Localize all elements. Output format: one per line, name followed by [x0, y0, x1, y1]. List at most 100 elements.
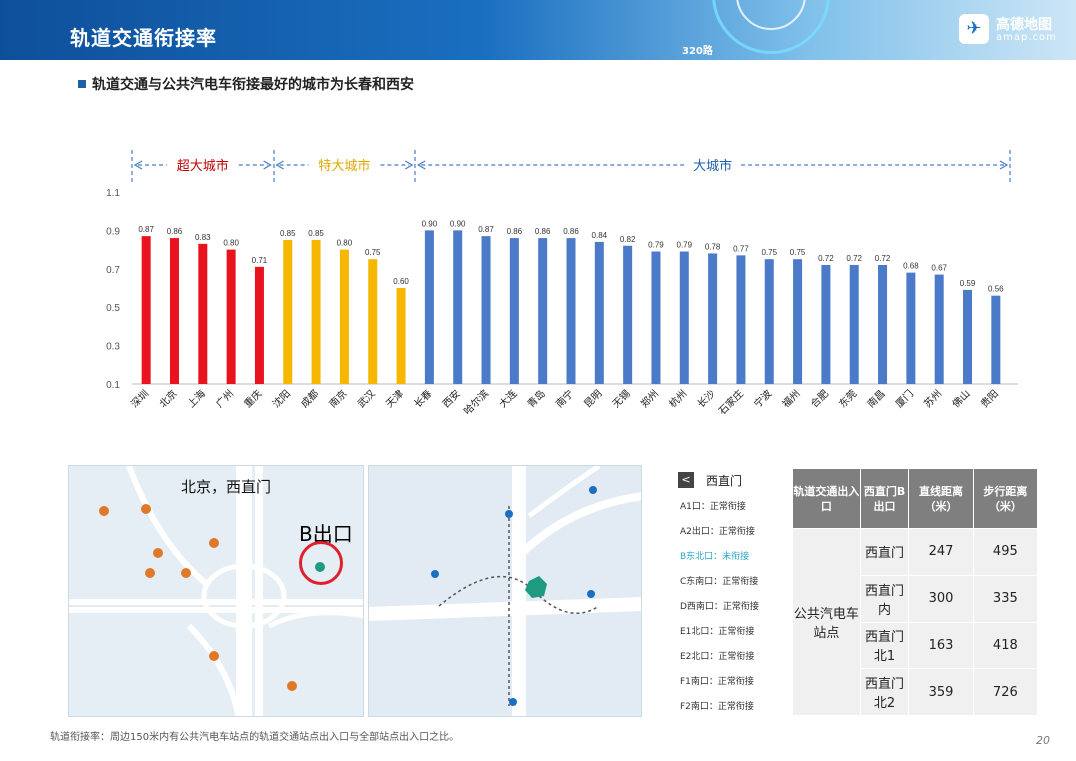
straight-distance: 247: [908, 528, 974, 576]
exit-marker[interactable]: [145, 568, 155, 578]
group-label: 大城市: [693, 158, 732, 174]
bar-value-label: 0.83: [195, 233, 211, 242]
bar: [764, 259, 774, 384]
bar-value-label: 0.90: [450, 219, 466, 228]
arrow-left-icon: [275, 160, 284, 170]
bar: [594, 241, 604, 384]
chevron-left-icon[interactable]: <: [678, 472, 694, 488]
bar-value-label: 0.59: [960, 279, 976, 288]
map-location-label: 北京，西直门: [181, 478, 272, 496]
exit-panel-header: < 西直门: [672, 465, 782, 495]
row-group-label: 公共汽电车站点: [792, 528, 861, 716]
exit-b-marker[interactable]: [315, 562, 325, 572]
exit-list-panel: < 西直门 A1口：正常衔接 A2出口：正常衔接 B东北口：未衔接 C东南口：正常衔接…: [672, 465, 782, 717]
category-label: 南昌: [864, 387, 887, 410]
bus-stop-marker[interactable]: [509, 698, 517, 706]
bar: [254, 266, 264, 384]
page-number: 20: [1036, 734, 1050, 747]
y-tick-label: 0.1: [106, 380, 120, 391]
bar-value-label: 0.85: [280, 229, 296, 238]
bus-stop-marker[interactable]: [431, 570, 439, 578]
exit-list-item[interactable]: A2出口：正常衔接: [680, 527, 755, 537]
exit-list: A1口：正常衔接 A2出口：正常衔接 B东北口：未衔接 C东南口：正常衔接 D西南口：正…: [672, 495, 782, 720]
exit-list-item[interactable]: C东南口：正常衔接: [680, 577, 759, 587]
category-label: 上海: [185, 387, 208, 410]
bar-value-label: 0.84: [592, 231, 608, 240]
arrow-left-icon: [133, 160, 143, 170]
exit-list-item[interactable]: D西南口：正常衔接: [680, 602, 759, 612]
bar-value-label: 0.90: [422, 219, 438, 228]
bar-value-label: 0.75: [761, 248, 777, 257]
exit-marker[interactable]: [209, 538, 219, 548]
bar-value-label: 0.85: [308, 229, 324, 238]
logo-url: amap.com: [996, 32, 1057, 43]
stop-name: 西直门内: [859, 574, 910, 623]
category-label: 无锡: [609, 387, 632, 410]
section-subtitle: 轨道交通与公共汽电车衔接最好的城市为长春和西安: [78, 74, 414, 94]
category-label: 重庆: [241, 387, 264, 410]
bar: [509, 238, 519, 384]
exit-list-item[interactable]: F1南口：正常衔接: [680, 677, 754, 687]
category-label: 杭州: [666, 387, 689, 410]
exit-list-item[interactable]: F2南口：正常衔接: [680, 702, 754, 712]
bar: [311, 240, 321, 384]
bar-value-label: 0.82: [620, 235, 636, 244]
bar: [991, 295, 1001, 384]
distance-table: 轨道交通出入口 西直门B出口 直线距离（米） 步行距离（米） 公共汽电车站点 西…: [792, 468, 1039, 716]
bar-value-label: 0.60: [393, 277, 409, 286]
table-header-cell: 轨道交通出入口: [792, 468, 861, 529]
table-row: 西直门北2 359 726: [793, 668, 1039, 716]
category-label: 东莞: [836, 387, 859, 410]
bar: [821, 264, 831, 384]
bar: [453, 230, 463, 384]
bar: [566, 238, 576, 384]
y-tick-label: 1.1: [106, 188, 120, 199]
stop-name: 西直门北1: [859, 621, 910, 670]
category-label: 郑州: [638, 387, 661, 410]
bar: [368, 259, 378, 384]
exit-list-item[interactable]: B东北口：未衔接: [680, 552, 750, 562]
bar-value-label: 0.86: [535, 227, 551, 236]
category-label: 佛山: [949, 387, 972, 410]
map-right-roads: [369, 466, 641, 716]
bar-value-label: 0.72: [818, 254, 834, 263]
category-label: 武汉: [355, 387, 378, 410]
category-label: 成都: [299, 388, 322, 411]
exit-marker[interactable]: [141, 504, 151, 514]
category-label: 宁波: [751, 387, 774, 410]
category-label: 西安: [439, 387, 462, 410]
bar-value-label: 0.80: [337, 239, 353, 248]
bus-stop-marker[interactable]: [587, 590, 595, 598]
exit-marker[interactable]: [287, 681, 297, 691]
y-tick-label: 0.7: [106, 265, 120, 276]
bar: [708, 253, 718, 384]
exit-list-item[interactable]: E2北口：正常衔接: [680, 652, 755, 662]
bar: [849, 264, 859, 384]
footnote: 轨道衔接率：周边150米内有公共汽电车站点的轨道交通站点出入口与全部站点出入口之…: [50, 732, 460, 743]
bullet-square-icon: [78, 80, 86, 88]
bar: [226, 249, 236, 384]
category-label: 厦门: [893, 387, 916, 410]
bar-value-label: 0.68: [903, 262, 919, 271]
route-label: 320路: [682, 46, 713, 57]
stop-name: 西直门: [859, 528, 910, 576]
table-row: 西直门内 300 335: [793, 574, 1039, 623]
exit-list-item[interactable]: E1北口：正常衔接: [680, 627, 755, 637]
exit-marker[interactable]: [153, 548, 163, 558]
bar: [424, 230, 434, 384]
straight-distance: 163: [908, 621, 974, 670]
bar-value-label: 0.78: [705, 242, 721, 251]
bar: [141, 236, 151, 384]
bus-stop-marker[interactable]: [505, 510, 513, 518]
exit-marker[interactable]: [99, 506, 109, 516]
bus-stop-marker[interactable]: [589, 486, 597, 494]
table-header-cell: 直线距离（米）: [908, 468, 974, 529]
exit-marker[interactable]: [209, 651, 219, 661]
bar-value-label: 0.75: [790, 248, 806, 257]
y-tick-label: 0.5: [106, 303, 120, 314]
bar: [169, 238, 179, 384]
exit-marker[interactable]: [181, 568, 191, 578]
exit-list-item[interactable]: A1口：正常衔接: [680, 502, 746, 512]
bar-value-label: 0.77: [733, 244, 749, 253]
header-banner: 轨道交通衔接率 320路 ✈ 高德地图 amap.com: [0, 0, 1076, 60]
